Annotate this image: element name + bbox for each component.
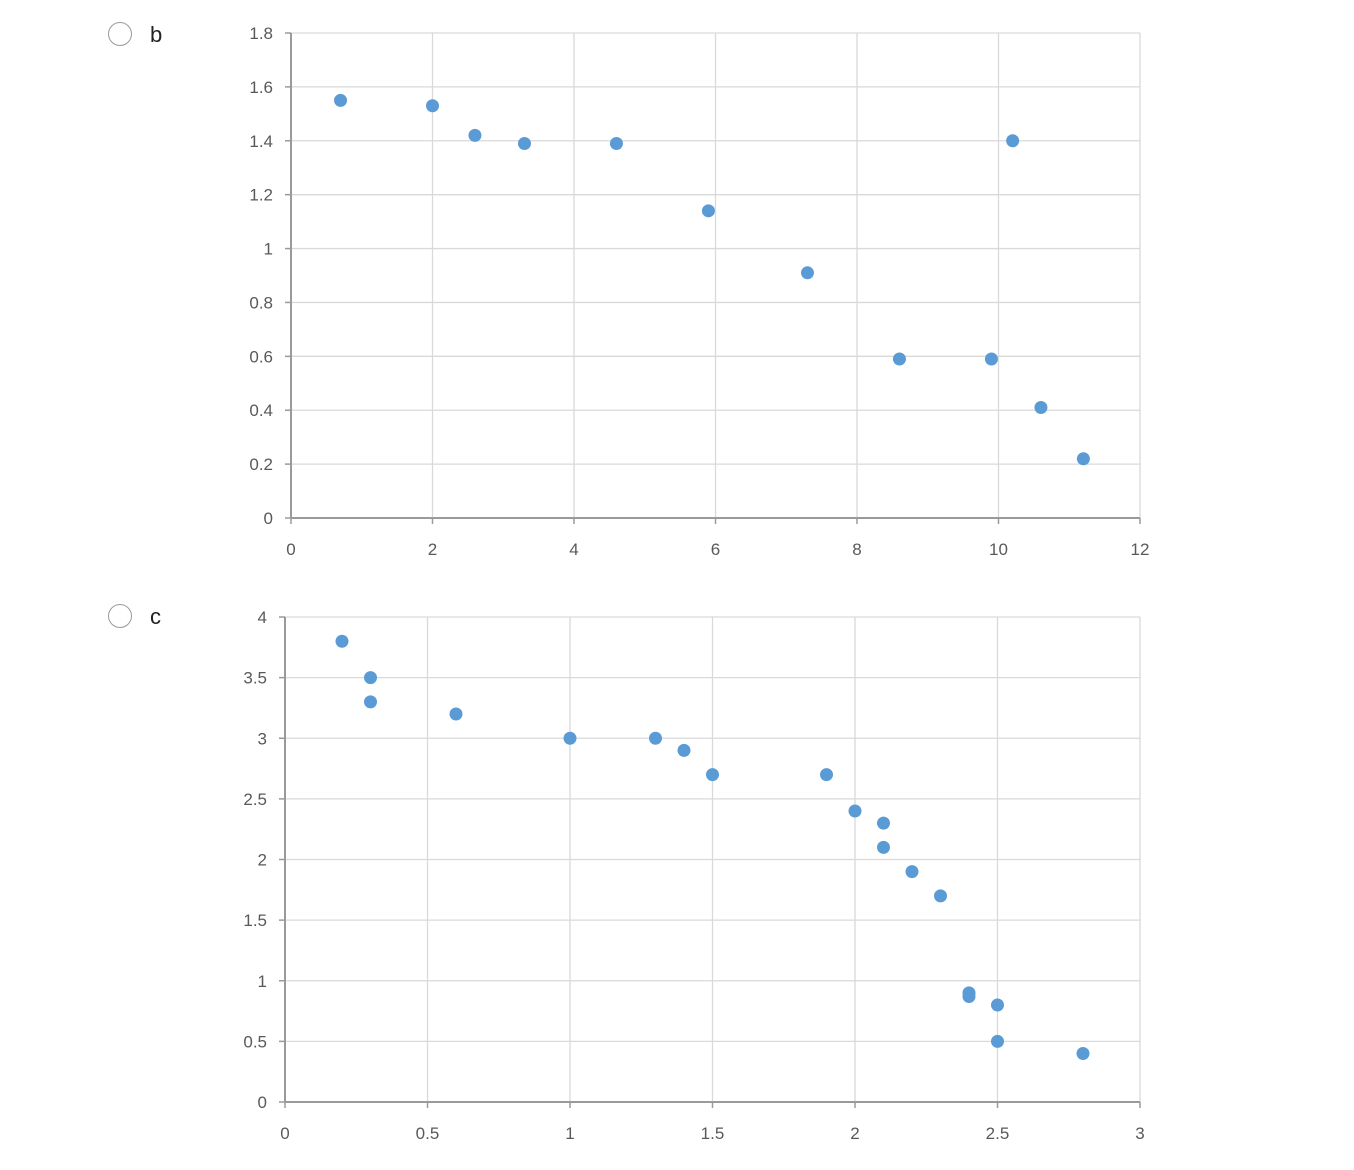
answer-option-b[interactable]: b 0 2 4 6 8 10 12 0 0.2 0.4 0.6 0.8 1 1.2 1.4 1.6 1.8 — [0, 0, 1354, 584]
x-tick-label: 2.5 — [986, 1124, 1010, 1143]
y-tick-label: 1.5 — [243, 911, 267, 930]
x-tick-label: 8 — [852, 540, 861, 559]
data-point — [364, 695, 377, 709]
tick-labels: 0 2 4 6 8 10 12 0 0.2 0.4 0.6 0.8 1 1.2 1.4 1.6 1.8 — [249, 24, 1149, 559]
x-tick-label: 4 — [569, 540, 578, 559]
y-tick-label: 0 — [264, 509, 273, 528]
data-point — [468, 128, 482, 142]
y-tick-label: 4 — [258, 608, 267, 627]
data-point — [962, 990, 976, 1004]
x-tick-label: 0.5 — [416, 1124, 440, 1143]
data-point — [1034, 401, 1048, 415]
y-tick-label: 0.8 — [249, 293, 273, 312]
y-tick-label: 1.6 — [249, 78, 273, 97]
tick-labels: 0 0.5 1 1.5 2 2.5 3 0 0.5 1 1.5 2 2.5 3 3.5 4 — [243, 608, 1144, 1143]
y-tick-label: 1.8 — [249, 24, 273, 43]
data-point — [892, 352, 906, 366]
data-point — [991, 1034, 1004, 1048]
y-tick-label: 1 — [264, 240, 273, 259]
data-point — [517, 136, 531, 150]
data-point — [706, 768, 719, 782]
radio-button-b[interactable] — [108, 22, 132, 46]
y-tick-label: 1.4 — [249, 132, 273, 151]
x-tick-label: 3 — [1135, 1124, 1144, 1143]
data-point — [334, 93, 348, 107]
y-tick-label: 2 — [258, 851, 267, 870]
y-tick-label: 0.4 — [249, 401, 273, 420]
option-label-b: b — [150, 22, 163, 47]
data-point — [1076, 452, 1090, 466]
y-tick-label: 0.6 — [249, 347, 273, 366]
data-points — [335, 634, 1090, 1060]
data-point — [1076, 1047, 1090, 1060]
data-point — [848, 804, 862, 818]
y-tick-label: 1 — [258, 972, 267, 991]
scatter-chart-c: 0 0.5 1 1.5 2 2.5 3 0 0.5 1 1.5 2 2.5 3 3.5 4 — [243, 608, 1144, 1143]
x-tick-label: 1 — [565, 1124, 574, 1143]
data-point — [426, 99, 439, 113]
data-point — [991, 998, 1004, 1012]
data-point — [677, 743, 691, 757]
answer-option-c[interactable]: c 0 0.5 1 1.5 2 2.5 3 0 0.5 1 1.5 2 2.5 3 3.5 4 — [0, 584, 1354, 1170]
gridlines — [291, 32, 1141, 518]
data-point — [609, 136, 623, 150]
data-point — [364, 671, 377, 685]
y-tick-label: 2.5 — [243, 790, 267, 809]
y-tick-label: 0.2 — [249, 455, 273, 474]
scatter-chart-b: 0 2 4 6 8 10 12 0 0.2 0.4 0.6 0.8 1 1.2 1.4 1.6 1.8 — [249, 24, 1149, 559]
axes — [285, 32, 1141, 524]
y-tick-label: 3.5 — [243, 669, 267, 688]
x-tick-label: 1.5 — [701, 1124, 725, 1143]
radio-button-c[interactable] — [108, 604, 132, 628]
gridlines — [285, 616, 1141, 1102]
data-points — [334, 93, 1090, 466]
x-tick-label: 10 — [989, 540, 1008, 559]
data-point — [335, 634, 349, 648]
data-point — [820, 768, 833, 782]
data-point — [800, 266, 814, 280]
option-label-c: c — [150, 604, 161, 629]
data-point — [934, 889, 947, 903]
x-tick-label: 2 — [428, 540, 437, 559]
data-point — [649, 731, 662, 745]
data-point — [701, 204, 715, 218]
x-tick-label: 6 — [711, 540, 720, 559]
data-point — [563, 731, 577, 745]
data-point — [1006, 134, 1020, 148]
x-tick-label: 0 — [286, 540, 295, 559]
x-tick-label: 12 — [1131, 540, 1150, 559]
data-point — [877, 816, 890, 830]
data-point — [984, 352, 998, 366]
data-point — [449, 707, 463, 721]
x-tick-label: 0 — [280, 1124, 289, 1143]
y-tick-label: 1.2 — [249, 186, 273, 205]
y-tick-label: 0.5 — [243, 1032, 267, 1051]
data-point — [905, 865, 919, 879]
data-point — [877, 840, 890, 854]
y-tick-label: 3 — [258, 729, 267, 748]
axes — [279, 616, 1141, 1108]
y-tick-label: 0 — [258, 1093, 267, 1112]
x-tick-label: 2 — [850, 1124, 859, 1143]
